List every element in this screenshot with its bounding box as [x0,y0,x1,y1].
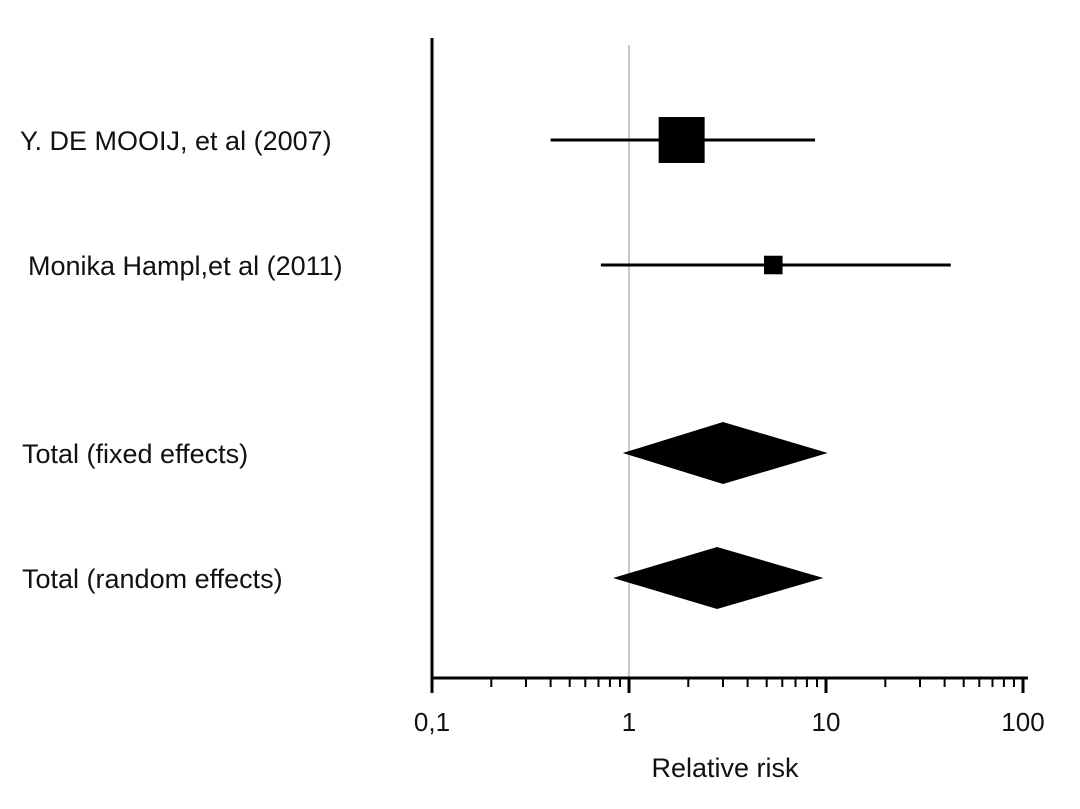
x-tick-label: 100 [1001,707,1044,737]
study-estimate-square [658,117,705,163]
study-estimate-square [764,255,783,275]
study-label: Y. DE MOOIJ, et al (2007) [20,126,332,156]
pooled-label: Total (random effects) [22,564,283,594]
x-tick-label: 10 [812,707,841,737]
x-tick-label: 0,1 [414,707,450,737]
study-label: Monika Hampl,et al (2011) [28,251,343,281]
pooled-estimate-diamond [613,547,824,609]
x-axis-title: Relative risk [651,753,799,783]
pooled-estimate-diamond [622,422,828,484]
pooled-label: Total (fixed effects) [22,439,248,469]
x-tick-label: 1 [622,707,636,737]
